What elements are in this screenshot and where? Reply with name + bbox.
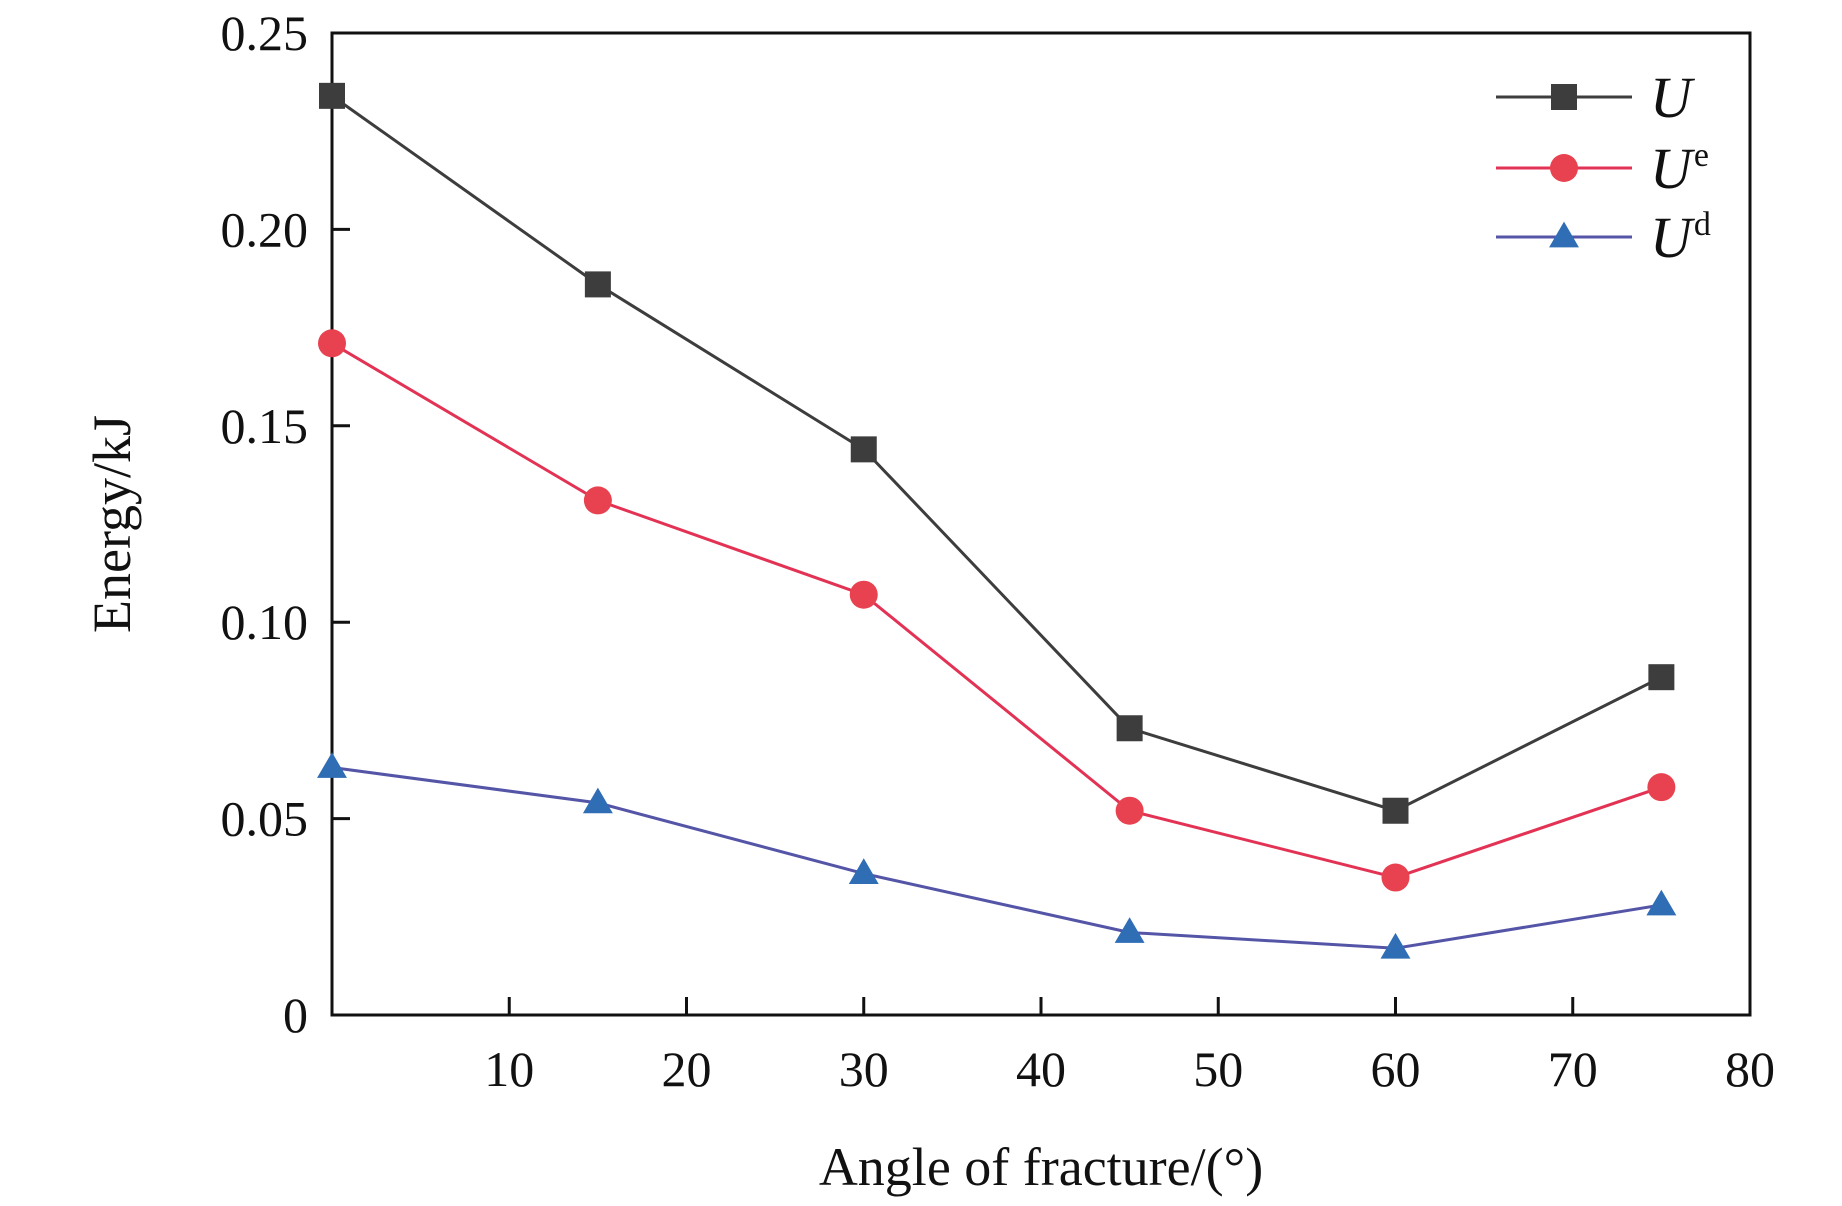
data-point-Ud: [1646, 889, 1677, 916]
y-tick-label: 0.20: [221, 201, 309, 257]
legend-label-superscript: d: [1694, 206, 1711, 243]
series-line-Ue: [331, 342, 1662, 880]
legend-label-base: U: [1650, 205, 1696, 270]
x-tick-label: 50: [1193, 1041, 1243, 1097]
data-point-Ud: [848, 858, 879, 884]
y-axis-title: Energy/kJ: [82, 415, 142, 633]
plot-frame: [330, 31, 1752, 1017]
y-tick-label: 0: [283, 987, 308, 1043]
x-tick-label: 40: [1016, 1041, 1066, 1097]
data-point-U: [1116, 715, 1143, 742]
x-tick-label: 30: [839, 1041, 889, 1097]
legend-label-superscript: e: [1694, 137, 1709, 174]
legend-marker: [1550, 154, 1578, 182]
data-point-U: [850, 436, 877, 463]
y-axis-ticks: 0 0.05 0.10 0.15 0.20 0.25: [221, 5, 350, 1043]
series-U: [319, 82, 1675, 824]
legend-label-base: U: [1650, 136, 1696, 201]
y-tick-label: 0.05: [221, 791, 309, 847]
x-tick-label: 80: [1725, 1041, 1775, 1097]
series-layer: [317, 82, 1677, 959]
series-line-Ud: [331, 766, 1662, 950]
data-point-Ue: [1381, 863, 1410, 892]
legend-label-base: U: [1650, 65, 1696, 130]
legend-item-Ue: Ue: [1496, 136, 1709, 201]
data-point-U: [584, 271, 611, 298]
x-tick-label: 10: [484, 1041, 534, 1097]
data-point-Ud: [1380, 932, 1411, 959]
data-point-Ud: [582, 787, 613, 814]
x-axis-title: Angle of fracture/(°): [819, 1137, 1263, 1197]
data-point-U: [1648, 664, 1675, 691]
x-tick-label: 20: [662, 1041, 712, 1097]
data-point-Ue: [318, 329, 346, 358]
series-Ue: [318, 329, 1676, 892]
legend-label: Ue: [1650, 136, 1709, 201]
legend-marker: [1551, 84, 1577, 110]
series-Ud: [317, 752, 1677, 959]
x-axis-ticks: 10 20 30 40 50 60 70 80: [484, 997, 1775, 1097]
series-line-U: [331, 94, 1663, 813]
data-point-Ue: [1115, 796, 1144, 825]
y-tick-label: 0.10: [221, 594, 309, 650]
y-tick-label: 0.25: [221, 5, 309, 61]
data-point-Ue: [849, 580, 878, 609]
legend-marker: [1549, 221, 1579, 248]
x-tick-label: 70: [1548, 1041, 1598, 1097]
legend-item-U: U: [1496, 65, 1696, 130]
data-point-Ud: [1114, 917, 1145, 943]
y-tick-label: 0.15: [221, 398, 309, 454]
x-tick-label: 60: [1371, 1041, 1421, 1097]
data-point-U: [1382, 797, 1409, 824]
legend-label: Ud: [1650, 205, 1711, 270]
data-point-Ue: [1647, 773, 1676, 802]
legend-item-Ud: Ud: [1496, 205, 1711, 270]
data-point-U: [319, 82, 345, 109]
data-point-Ud: [317, 752, 347, 778]
data-point-Ue: [583, 486, 612, 515]
legend-label: U: [1650, 65, 1696, 130]
